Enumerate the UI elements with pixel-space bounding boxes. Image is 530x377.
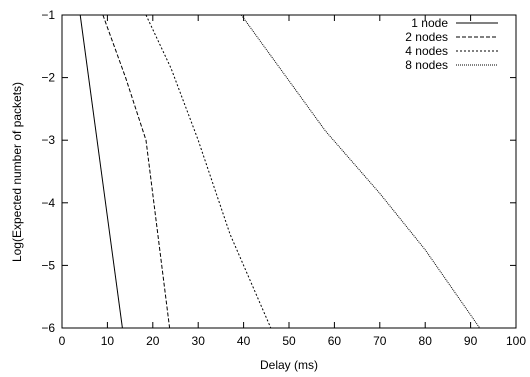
series-line-4 <box>240 14 481 329</box>
y-tick-label: −3 <box>41 133 55 147</box>
series-line-1 <box>79 14 123 329</box>
y-tick-label: −1 <box>41 8 55 22</box>
x-tick-label: 60 <box>328 334 342 348</box>
x-tick-label: 80 <box>419 334 433 348</box>
legend-label: 2 nodes <box>405 30 448 44</box>
legend-label: 8 nodes <box>405 58 448 72</box>
series-lines <box>79 14 481 329</box>
x-tick-label: 90 <box>464 334 478 348</box>
x-tick-label: 10 <box>101 334 115 348</box>
x-tick-label: 40 <box>237 334 251 348</box>
series-line-2 <box>102 14 171 329</box>
x-axis-title: Delay (ms) <box>260 358 318 372</box>
tick-marks <box>61 14 517 329</box>
x-tick-label: 20 <box>146 334 160 348</box>
y-tick-label: −6 <box>41 321 55 335</box>
x-tick-label: 70 <box>373 334 387 348</box>
series-line-3 <box>145 14 272 329</box>
legend-label: 4 nodes <box>405 44 448 58</box>
x-tick-label: 0 <box>59 334 66 348</box>
x-tick-label: 30 <box>192 334 206 348</box>
y-tick-label: −2 <box>41 71 55 85</box>
y-tick-label: −5 <box>41 258 55 272</box>
y-axis-title: Log(Expected number of packets) <box>10 82 24 262</box>
tick-labels: 0 10 20 30 40 50 60 70 80 90 100 −1 −2 −3 −4 −5 −6 <box>41 8 526 348</box>
legend-label: 1 node <box>411 16 448 30</box>
x-tick-label: 50 <box>282 334 296 348</box>
x-tick-label: 100 <box>506 334 526 348</box>
y-tick-label: −4 <box>41 196 55 210</box>
